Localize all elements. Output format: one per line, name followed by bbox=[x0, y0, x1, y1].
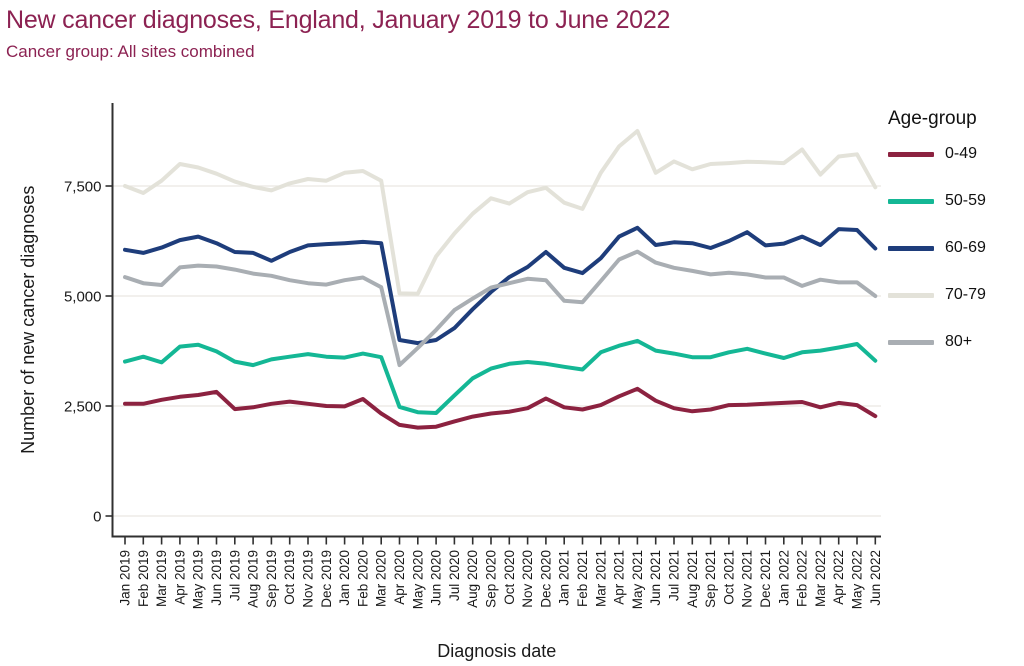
x-tick-label-Dec 2020: Dec 2020 bbox=[538, 550, 553, 608]
legend-item-70-79: 70-79 bbox=[888, 285, 1020, 305]
x-tick-label-Jan 2019: Jan 2019 bbox=[118, 550, 133, 606]
x-tick-label-Mar 2021: Mar 2021 bbox=[593, 550, 608, 607]
x-tick-label-Dec 2021: Dec 2021 bbox=[758, 550, 773, 608]
y-tick-label-7500: 7,500 bbox=[64, 179, 102, 196]
legend-label-50-59: 50-59 bbox=[945, 192, 986, 209]
x-tick-label-Apr 2022: Apr 2022 bbox=[831, 550, 846, 605]
x-tick-label-Aug 2021: Aug 2021 bbox=[685, 550, 700, 608]
x-tick-label-Jun 2019: Jun 2019 bbox=[209, 550, 224, 606]
x-tick-label-Jul 2021: Jul 2021 bbox=[667, 550, 682, 601]
series-line-0-49 bbox=[123, 386, 878, 430]
x-tick-label-May 2020: May 2020 bbox=[410, 550, 425, 609]
x-tick-label-Nov 2020: Nov 2020 bbox=[520, 550, 535, 608]
legend-swatch-70-79 bbox=[888, 292, 934, 298]
x-tick-label-Nov 2021: Nov 2021 bbox=[740, 550, 755, 608]
x-tick-label-Nov 2019: Nov 2019 bbox=[301, 550, 316, 608]
page-subtitle: Cancer group: All sites combined bbox=[6, 42, 255, 61]
x-tick-label-May 2019: May 2019 bbox=[191, 550, 206, 609]
x-tick-label-Jun 2020: Jun 2020 bbox=[429, 550, 444, 606]
x-tick-label-Sep 2019: Sep 2019 bbox=[264, 550, 279, 608]
y-tick-label-2500: 2,500 bbox=[64, 399, 102, 416]
x-tick-label-Jun 2021: Jun 2021 bbox=[648, 550, 663, 606]
legend-label-80+: 80+ bbox=[945, 333, 973, 350]
legend-items: 0-49 50-59 60-69 70-79 80+ bbox=[888, 144, 1020, 352]
x-tick-label-Aug 2020: Aug 2020 bbox=[465, 550, 480, 608]
x-tick-label-Mar 2022: Mar 2022 bbox=[813, 550, 828, 607]
x-tick-label-Jan 2022: Jan 2022 bbox=[776, 550, 791, 606]
x-tick-label-Jul 2019: Jul 2019 bbox=[227, 550, 242, 601]
legend-item-0-49: 0-49 bbox=[888, 144, 1020, 164]
x-tick-label-Feb 2021: Feb 2021 bbox=[575, 550, 590, 607]
x-tick-label-Sep 2020: Sep 2020 bbox=[484, 550, 499, 608]
x-tick-label-Feb 2019: Feb 2019 bbox=[136, 550, 151, 607]
legend-item-60-69: 60-69 bbox=[888, 238, 1020, 258]
legend-swatch-0-49 bbox=[888, 151, 934, 157]
x-tick-label-Dec 2019: Dec 2019 bbox=[319, 550, 334, 608]
x-tick-label-Jan 2020: Jan 2020 bbox=[337, 550, 352, 606]
x-tick-label-Sep 2021: Sep 2021 bbox=[703, 550, 718, 608]
x-tick-label-Apr 2020: Apr 2020 bbox=[392, 550, 407, 605]
legend-label-70-79: 70-79 bbox=[945, 286, 986, 303]
legend-label-0-49: 0-49 bbox=[945, 145, 978, 162]
x-tick-label-Oct 2020: Oct 2020 bbox=[502, 550, 517, 605]
series-line-80+ bbox=[123, 249, 878, 368]
legend-swatch-50-59 bbox=[888, 198, 934, 204]
legend: Age-group 0-49 50-59 60-69 70-79 80+ bbox=[888, 108, 1020, 379]
legend-swatch-80+ bbox=[888, 339, 934, 345]
x-tick-label-Oct 2019: Oct 2019 bbox=[282, 550, 297, 605]
x-tick-label-Mar 2020: Mar 2020 bbox=[374, 550, 389, 607]
y-axis-title: Number of new cancer diagnoses bbox=[18, 186, 38, 454]
y-tick-label-0: 0 bbox=[93, 509, 101, 526]
x-tick-label-May 2022: May 2022 bbox=[850, 550, 865, 609]
x-tick-label-Mar 2019: Mar 2019 bbox=[154, 550, 169, 607]
x-axis-title: Diagnosis date bbox=[437, 641, 556, 661]
x-tick-label-Apr 2019: Apr 2019 bbox=[172, 550, 187, 605]
legend-swatch-60-69 bbox=[888, 245, 934, 251]
x-tick-label-Jun 2022: Jun 2022 bbox=[868, 550, 883, 606]
x-tick-label-Feb 2022: Feb 2022 bbox=[795, 550, 810, 607]
legend-title: Age-group bbox=[888, 108, 977, 129]
legend-item-80+: 80+ bbox=[888, 332, 1020, 352]
y-tick-label-5000: 5,000 bbox=[64, 289, 102, 306]
x-tick-label-May 2021: May 2021 bbox=[630, 550, 645, 609]
series-line-70-79 bbox=[123, 129, 878, 296]
legend-item-50-59: 50-59 bbox=[888, 191, 1020, 211]
series-line-50-59 bbox=[123, 338, 878, 415]
x-tick-label-Jul 2020: Jul 2020 bbox=[447, 550, 462, 601]
x-tick-label-Aug 2019: Aug 2019 bbox=[246, 550, 261, 608]
x-tick-label-Apr 2021: Apr 2021 bbox=[612, 550, 627, 605]
page-title: New cancer diagnoses, England, January 2… bbox=[6, 6, 671, 34]
x-tick-label-Jan 2021: Jan 2021 bbox=[557, 550, 572, 606]
x-tick-label-Oct 2021: Oct 2021 bbox=[721, 550, 736, 605]
legend-label-60-69: 60-69 bbox=[945, 239, 986, 256]
x-tick-label-Feb 2020: Feb 2020 bbox=[355, 550, 370, 607]
